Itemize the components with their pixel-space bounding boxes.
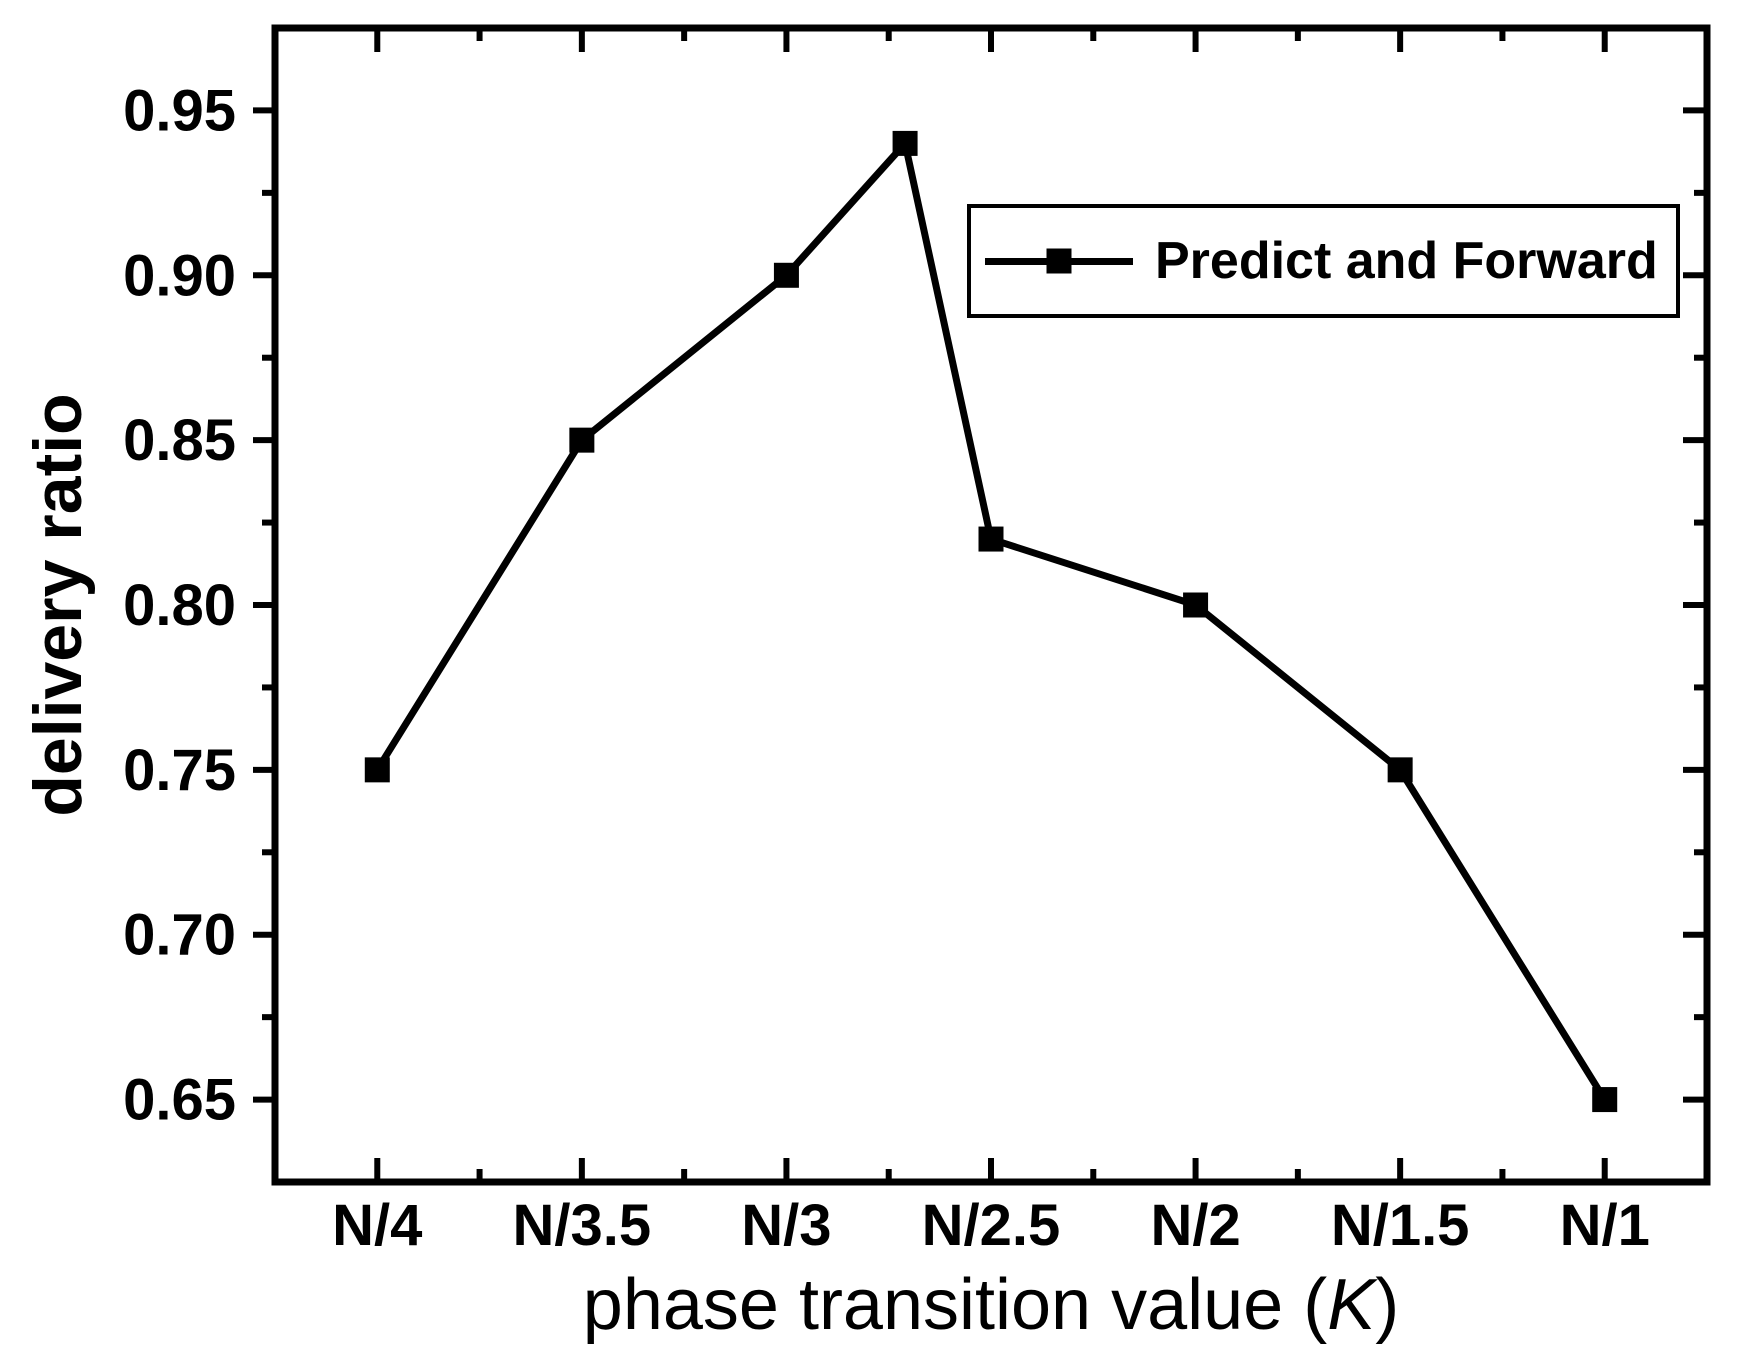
- x-tick-label: N/3: [741, 1193, 831, 1258]
- y-tick-label: 0.75: [123, 738, 236, 803]
- plot-frame: [271, 24, 1711, 1186]
- legend-entry-label: Predict and Forward: [1155, 232, 1658, 290]
- x-axis-title-close-paren: ): [1375, 1265, 1400, 1345]
- x-axis-title-variable: K: [1327, 1265, 1376, 1345]
- legend: Predict and Forward: [967, 204, 1680, 318]
- data-point-marker: [773, 262, 799, 288]
- x-tick-label: N/2.5: [922, 1193, 1061, 1258]
- x-tick-label: N/3.5: [513, 1193, 652, 1258]
- x-axis-title-text: phase transition value (: [582, 1265, 1328, 1345]
- x-tick-label: N/1.5: [1331, 1193, 1470, 1258]
- series-line: [374, 135, 1608, 1102]
- y-tick-label: 0.85: [123, 408, 236, 473]
- x-tick-label: N/1: [1560, 1193, 1650, 1258]
- y-axis-title: delivery ratio: [20, 393, 96, 817]
- data-point-marker: [978, 526, 1004, 552]
- legend-line-sample: [985, 248, 1133, 274]
- data-point-marker: [892, 130, 918, 156]
- legend-square-marker-icon: [1046, 248, 1072, 274]
- x-axis-title: phase transition value (K): [583, 1264, 1399, 1346]
- y-tick-label: 0.65: [123, 1068, 236, 1133]
- data-point-marker: [1592, 1087, 1618, 1113]
- data-point-marker: [364, 757, 390, 783]
- x-tick-label: N/4: [332, 1193, 422, 1258]
- y-tick-label: 0.90: [123, 243, 236, 308]
- y-tick-label: 0.95: [123, 78, 236, 143]
- y-tick-label: 0.80: [123, 573, 236, 638]
- data-point-marker: [569, 427, 595, 453]
- data-point-marker: [1183, 592, 1209, 618]
- x-tick-label: N/2: [1150, 1193, 1240, 1258]
- y-tick-label: 0.70: [123, 903, 236, 968]
- data-point-marker: [1387, 757, 1413, 783]
